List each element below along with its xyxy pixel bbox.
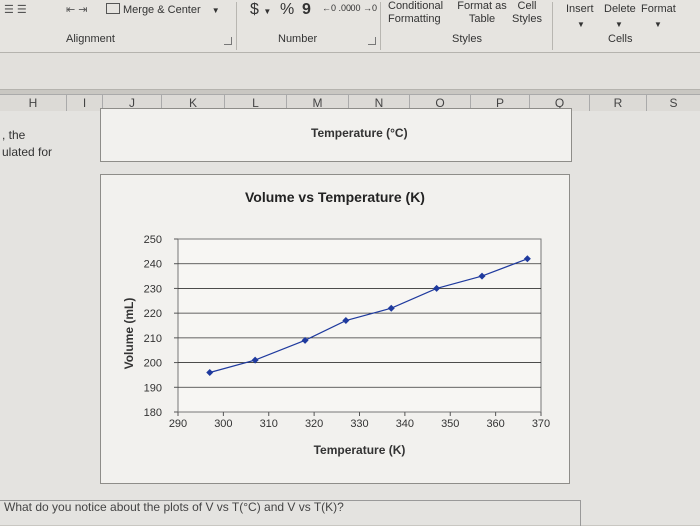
- chart-plot: 180 190 200 210 220 230 240 250 290 300 310 320 330 3…: [122, 234, 550, 457]
- x-tick-label: 330: [350, 418, 368, 430]
- cell-text-fragment[interactable]: , the: [2, 128, 26, 142]
- column-header-q[interactable]: Q: [530, 95, 590, 111]
- group-label-alignment: Alignment: [66, 33, 115, 45]
- upper-chart-x-axis-label: Temperature (°C): [311, 126, 408, 140]
- merge-center-button[interactable]: Merge & Center ▼: [106, 3, 220, 16]
- column-header-i[interactable]: I: [67, 95, 103, 111]
- column-header-r[interactable]: R: [590, 95, 647, 111]
- column-header-m[interactable]: M: [287, 95, 349, 111]
- dialog-launcher-icon[interactable]: [224, 37, 232, 45]
- x-tick-label: 300: [214, 418, 232, 430]
- y-tick-label: 230: [144, 283, 162, 295]
- series-line: [209, 258, 528, 374]
- increase-decimal-button[interactable]: ←0 .00: [322, 3, 352, 13]
- chevron-down-icon: ▼: [577, 20, 585, 29]
- upper-chart[interactable]: Temperature (°C): [100, 108, 572, 162]
- worksheet-grid[interactable]: , the ulated for Temperature (°C) Volume…: [0, 108, 700, 526]
- currency-label: $: [250, 1, 259, 18]
- x-tick-label: 350: [441, 418, 459, 430]
- x-tick-label: 360: [486, 418, 504, 430]
- column-header-j[interactable]: J: [103, 95, 162, 111]
- chevron-down-icon: ▼: [615, 20, 623, 29]
- indent-icon[interactable]: ⇤ ⇥: [66, 4, 88, 16]
- cell-text-fragment[interactable]: ulated for: [2, 145, 53, 159]
- question-text[interactable]: What do you notice about the plots of V …: [4, 500, 344, 514]
- ribbon: ☰ ☰ ⇤ ⇥ Merge & Center ▼ $ ▼ % 9 ←0 .00 …: [0, 0, 700, 53]
- question-cell-border: [0, 500, 581, 526]
- merge-center-label: Merge & Center: [123, 4, 201, 16]
- group-label-number: Number: [278, 33, 318, 45]
- insert-button[interactable]: Insert: [566, 3, 594, 15]
- conditional-formatting-button[interactable]: Conditional Formatting: [388, 0, 444, 25]
- percent-button[interactable]: %: [280, 1, 295, 18]
- data-point: [342, 317, 350, 325]
- column-header-h[interactable]: H: [0, 95, 67, 111]
- y-tick-label: 180: [144, 407, 162, 419]
- format-as-table-button[interactable]: Format as Table: [457, 0, 507, 25]
- y-tick-label: 240: [144, 259, 162, 271]
- x-axis-label: Temperature (K): [314, 443, 406, 457]
- x-tick-label: 340: [396, 418, 414, 430]
- group-separator: [236, 2, 237, 50]
- data-point: [387, 304, 395, 312]
- data-point: [523, 255, 531, 263]
- format-button[interactable]: Format: [641, 3, 676, 15]
- data-point: [251, 356, 259, 364]
- group-separator: [380, 2, 381, 50]
- group-label-styles: Styles: [452, 33, 482, 45]
- data-point: [478, 272, 486, 280]
- comma-style-button[interactable]: 9: [302, 1, 311, 18]
- column-header-p[interactable]: P: [471, 95, 530, 111]
- group-separator: [552, 2, 553, 50]
- column-header-o[interactable]: O: [410, 95, 471, 111]
- currency-button[interactable]: $ ▼: [250, 1, 271, 19]
- y-tick-label: 220: [144, 308, 162, 320]
- decrease-decimal-button[interactable]: .00 →0: [348, 3, 378, 13]
- merge-icon: [106, 3, 120, 14]
- formula-bar-area: [0, 53, 700, 90]
- chevron-down-icon: ▼: [211, 6, 220, 15]
- data-point: [433, 284, 441, 292]
- column-header-n[interactable]: N: [349, 95, 410, 111]
- data-point: [301, 336, 309, 344]
- x-tick-label: 320: [305, 418, 323, 430]
- dialog-launcher-icon[interactable]: [368, 37, 376, 45]
- y-tick-label: 200: [144, 358, 162, 370]
- x-tick-label: 310: [260, 418, 278, 430]
- column-header-k[interactable]: K: [162, 95, 225, 111]
- chevron-down-icon: ▼: [654, 20, 662, 29]
- y-tick-label: 210: [144, 333, 162, 345]
- cell-styles-button[interactable]: Cell Styles: [512, 0, 542, 25]
- chart-title: Volume vs Temperature (K): [245, 189, 425, 205]
- y-axis-label: Volume (mL): [122, 298, 136, 370]
- column-header-l[interactable]: L: [225, 95, 287, 111]
- volume-temperature-chart[interactable]: Volume vs Temperature (K) 180 190 200 210 22…: [100, 174, 570, 484]
- x-tick-label: 370: [532, 418, 550, 430]
- group-label-cells: Cells: [608, 33, 633, 45]
- x-tick-label: 290: [169, 418, 187, 430]
- column-header-s[interactable]: S: [669, 96, 678, 110]
- chevron-down-icon: ▼: [263, 7, 272, 16]
- data-point: [206, 368, 214, 376]
- plot-area: [177, 238, 542, 413]
- delete-button[interactable]: Delete: [604, 3, 636, 15]
- y-tick-label: 190: [144, 382, 162, 394]
- align-indent-icon[interactable]: ☰ ☰: [4, 4, 27, 16]
- y-tick-label: 250: [144, 234, 162, 246]
